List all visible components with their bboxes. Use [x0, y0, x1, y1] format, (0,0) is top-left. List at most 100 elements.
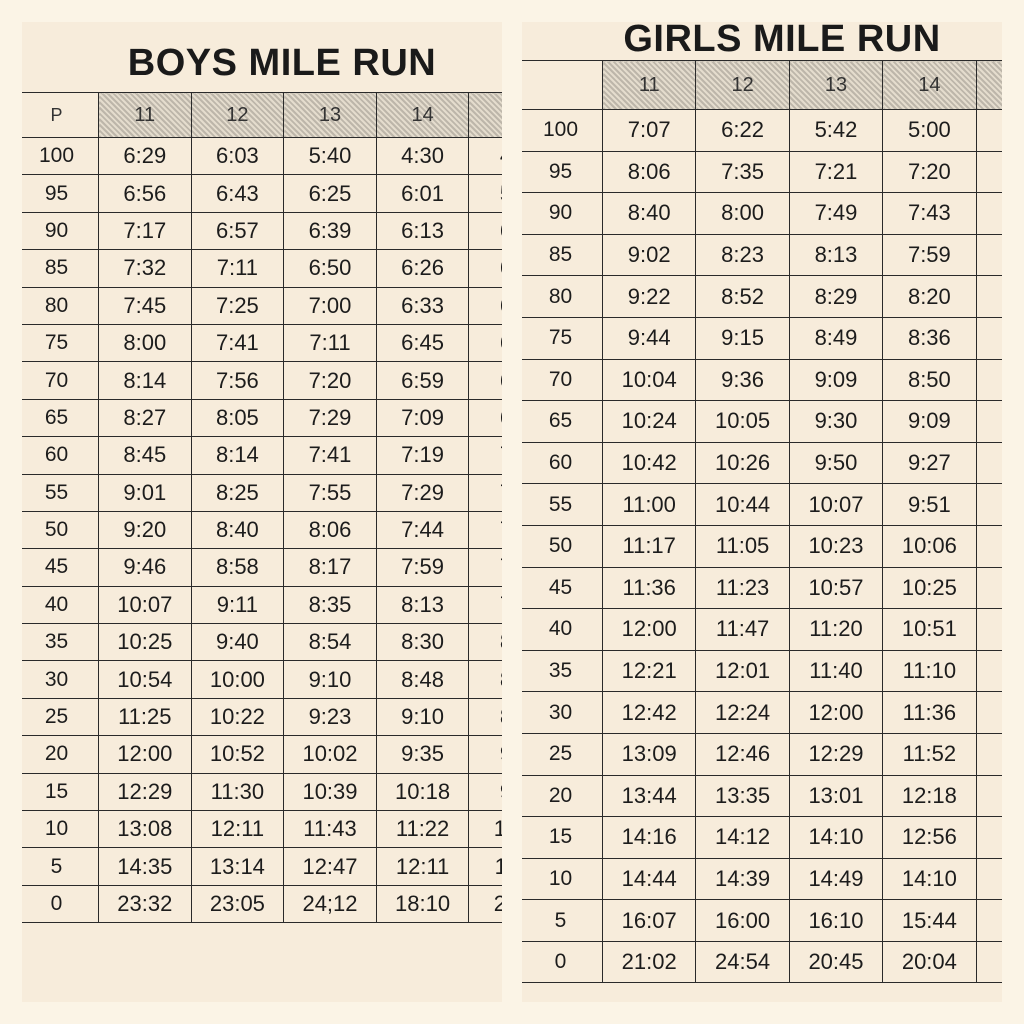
- boys-table-row: 459:468:588:177:597:3: [22, 548, 502, 587]
- boys-table-row: 956:566:436:256:015:5: [22, 174, 502, 213]
- boys-time-cell: 6:2: [468, 286, 502, 325]
- girls-time-cell: 6:22: [695, 109, 790, 152]
- girls-title: GIRLS MILE RUN: [623, 22, 941, 60]
- girls-table-row: 859:028:238:137:598:0: [522, 233, 1002, 277]
- boys-time-cell: 4:30: [375, 136, 470, 176]
- boys-time-cell: 7:3: [468, 548, 502, 587]
- boys-time-cell: 8:40: [190, 510, 285, 550]
- girls-time-cell: 24:0: [975, 940, 1002, 984]
- boys-time-cell: 8:35: [283, 585, 377, 625]
- boys-time-cell: 9:0: [468, 735, 502, 774]
- boys-percentile-cell: 40: [22, 585, 99, 625]
- boys-time-cell: 6:57: [190, 211, 285, 251]
- girls-time-cell: 8:36: [882, 316, 977, 360]
- girls-time-cell: 9:5: [975, 524, 1002, 568]
- girls-table-row: 759:449:158:498:368:4: [522, 316, 1002, 360]
- boys-time-cell: 9:46: [98, 548, 192, 587]
- boys-percentile-cell: 15: [22, 772, 99, 812]
- girls-time-cell: 9:0: [975, 400, 1002, 443]
- boys-time-cell: 6:26: [375, 249, 470, 288]
- boys-time-cell: 9:35: [375, 735, 470, 774]
- girls-time-cell: 9:30: [788, 400, 884, 443]
- boys-time-cell: 8:45: [98, 436, 192, 475]
- girls-percentile-cell: 10: [522, 857, 603, 901]
- boys-percentile-cell: 70: [22, 361, 99, 400]
- girls-time-cell: 9:22: [601, 275, 697, 318]
- girls-time-cell: 14:10: [882, 857, 977, 901]
- boys-percentile-cell: 65: [22, 398, 99, 438]
- boys-title: BOYS MILE RUN: [127, 42, 437, 84]
- boys-time-cell: 14:35: [98, 847, 192, 886]
- boys-time-cell: 13:14: [190, 847, 285, 886]
- boys-percentile-cell: 25: [22, 697, 99, 737]
- girls-time-cell: 10:42: [601, 441, 697, 485]
- girls-time-cell: 11:00: [601, 483, 697, 526]
- boys-time-cell: 11:43: [283, 810, 377, 849]
- boys-time-cell: 6:03: [190, 136, 285, 176]
- girls-time-cell: 15:1: [975, 899, 1002, 942]
- girls-time-cell: 8:00: [695, 192, 790, 235]
- boys-time-cell: 6:2: [468, 249, 502, 288]
- boys-age-header: 14: [375, 92, 470, 138]
- girls-time-cell: 8:0: [975, 233, 1002, 277]
- boys-time-cell: 9:20: [98, 510, 192, 550]
- boys-time-cell: 8:30: [375, 623, 470, 662]
- girls-age-header: 12: [695, 60, 790, 110]
- girls-time-cell: 14:16: [601, 816, 697, 859]
- boys-time-cell: 6:43: [190, 174, 285, 213]
- boys-time-cell: 12:11: [375, 847, 470, 886]
- girls-time-cell: 10:23: [788, 524, 884, 568]
- girls-time-cell: 11:36: [601, 566, 697, 610]
- boys-time-cell: 8:4: [468, 697, 502, 737]
- girls-percentile-cell: 100: [522, 109, 603, 152]
- girls-time-cell: 11:36: [882, 691, 977, 734]
- boys-percentile-cell: 30: [22, 660, 99, 699]
- boys-percentile-cell: 10: [22, 810, 99, 849]
- boys-percentile-cell: 50: [22, 510, 99, 550]
- girls-time-cell: 7:59: [882, 233, 977, 277]
- girls-time-cell: 9:27: [882, 441, 977, 485]
- boys-time-cell: 9:23: [283, 697, 377, 737]
- boys-time-cell: 6:33: [375, 286, 470, 325]
- girls-time-cell: 9:44: [601, 316, 697, 360]
- boys-time-cell: 4:4: [468, 136, 502, 176]
- boys-time-cell: 7:59: [375, 548, 470, 587]
- boys-percentile-cell: 55: [22, 473, 99, 512]
- boys-table-row: 907:176:576:396:136:0: [22, 211, 502, 251]
- girls-time-cell: 10:25: [882, 566, 977, 610]
- boys-time-cell: 9:10: [283, 660, 377, 699]
- boys-time-cell: 8:05: [190, 398, 285, 438]
- girls-time-cell: 10:4: [975, 608, 1002, 651]
- girls-time-cell: 9:09: [788, 358, 884, 402]
- girls-time-cell: 11:20: [788, 608, 884, 651]
- boys-time-cell: 8:2: [468, 660, 502, 699]
- girls-percentile-header: [522, 60, 603, 110]
- boys-time-cell: 7:45: [98, 286, 192, 325]
- boys-table-row: 758:007:417:116:456:3: [22, 323, 502, 363]
- girls-time-cell: 9:09: [882, 400, 977, 443]
- boys-time-cell: 7:00: [283, 286, 377, 325]
- girls-percentile-cell: 70: [522, 358, 603, 402]
- boys-age-header: 15: [468, 92, 502, 138]
- boys-time-cell: 23:05: [190, 884, 285, 924]
- boys-time-cell: 8:48: [375, 660, 470, 699]
- girls-time-cell: 8:2: [975, 275, 1002, 318]
- girls-time-cell: 24:54: [695, 940, 790, 984]
- girls-time-cell: 13:44: [601, 774, 697, 818]
- boys-table-row: 559:018:257:557:297:1: [22, 473, 502, 512]
- girls-time-cell: 9:3: [975, 483, 1002, 526]
- girls-time-cell: 9:50: [788, 441, 884, 485]
- girls-time-cell: 7:49: [788, 192, 884, 235]
- boys-time-cell: 7:55: [283, 473, 377, 512]
- girls-age-header: 15: [975, 60, 1002, 110]
